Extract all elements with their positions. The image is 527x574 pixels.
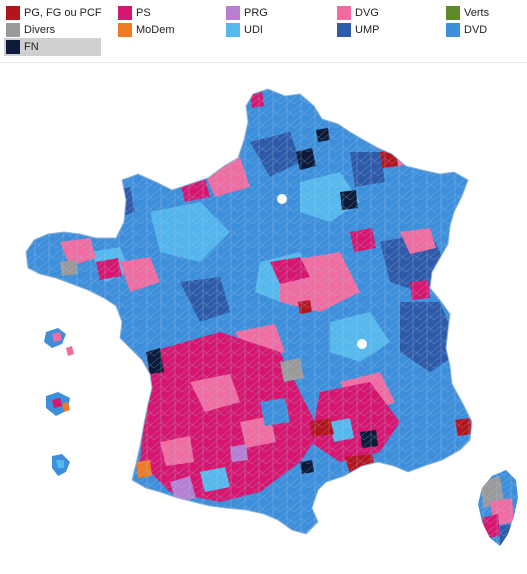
legend-swatch: [226, 23, 240, 37]
legend-swatch: [6, 6, 20, 20]
legend-swatch: [337, 6, 351, 20]
legend-swatch: [446, 23, 460, 37]
legend-swatch: [446, 6, 460, 20]
legend-item-verts[interactable]: Verts: [446, 4, 489, 22]
legend-swatch: [6, 40, 20, 54]
legend-swatch: [337, 23, 351, 37]
mainland-france: [0, 62, 527, 574]
legend-swatch: [118, 23, 132, 37]
legend-label: PS: [136, 7, 151, 19]
legend-label: UMP: [355, 24, 379, 36]
legend-label: MoDem: [136, 24, 175, 36]
island-belle-ile: [44, 328, 74, 356]
legend-item-udi[interactable]: UDI: [226, 21, 263, 39]
legend-swatch: [226, 6, 240, 20]
legend-item-modem[interactable]: MoDem: [118, 21, 175, 39]
france-map[interactable]: [0, 62, 527, 574]
legend-item-divers[interactable]: Divers: [6, 21, 55, 39]
legend-label: DVD: [464, 24, 487, 36]
legend-item-prg[interactable]: PRG: [226, 4, 268, 22]
legend-label: Verts: [464, 7, 489, 19]
legend-swatch: [118, 6, 132, 20]
legend: PG, FG ou PCF PS PRG DVG Verts Divers Mo…: [0, 0, 527, 63]
legend-label: PRG: [244, 7, 268, 19]
island-oleron: [52, 454, 70, 476]
legend-swatch: [6, 23, 20, 37]
legend-label: FN: [24, 41, 39, 53]
legend-item-dvg[interactable]: DVG: [337, 4, 379, 22]
legend-label: PG, FG ou PCF: [24, 7, 102, 19]
legend-label: Divers: [24, 24, 55, 36]
legend-item-dvd[interactable]: DVD: [446, 21, 487, 39]
legend-item-pg-fg-pcf[interactable]: PG, FG ou PCF: [6, 4, 102, 22]
legend-item-fn[interactable]: FN: [4, 38, 101, 56]
legend-item-ps[interactable]: PS: [118, 4, 151, 22]
island-ile-de-re: [46, 392, 70, 416]
legend-label: UDI: [244, 24, 263, 36]
legend-label: DVG: [355, 7, 379, 19]
legend-item-ump[interactable]: UMP: [337, 21, 379, 39]
corsica: [470, 462, 527, 562]
map-area[interactable]: [0, 62, 527, 574]
